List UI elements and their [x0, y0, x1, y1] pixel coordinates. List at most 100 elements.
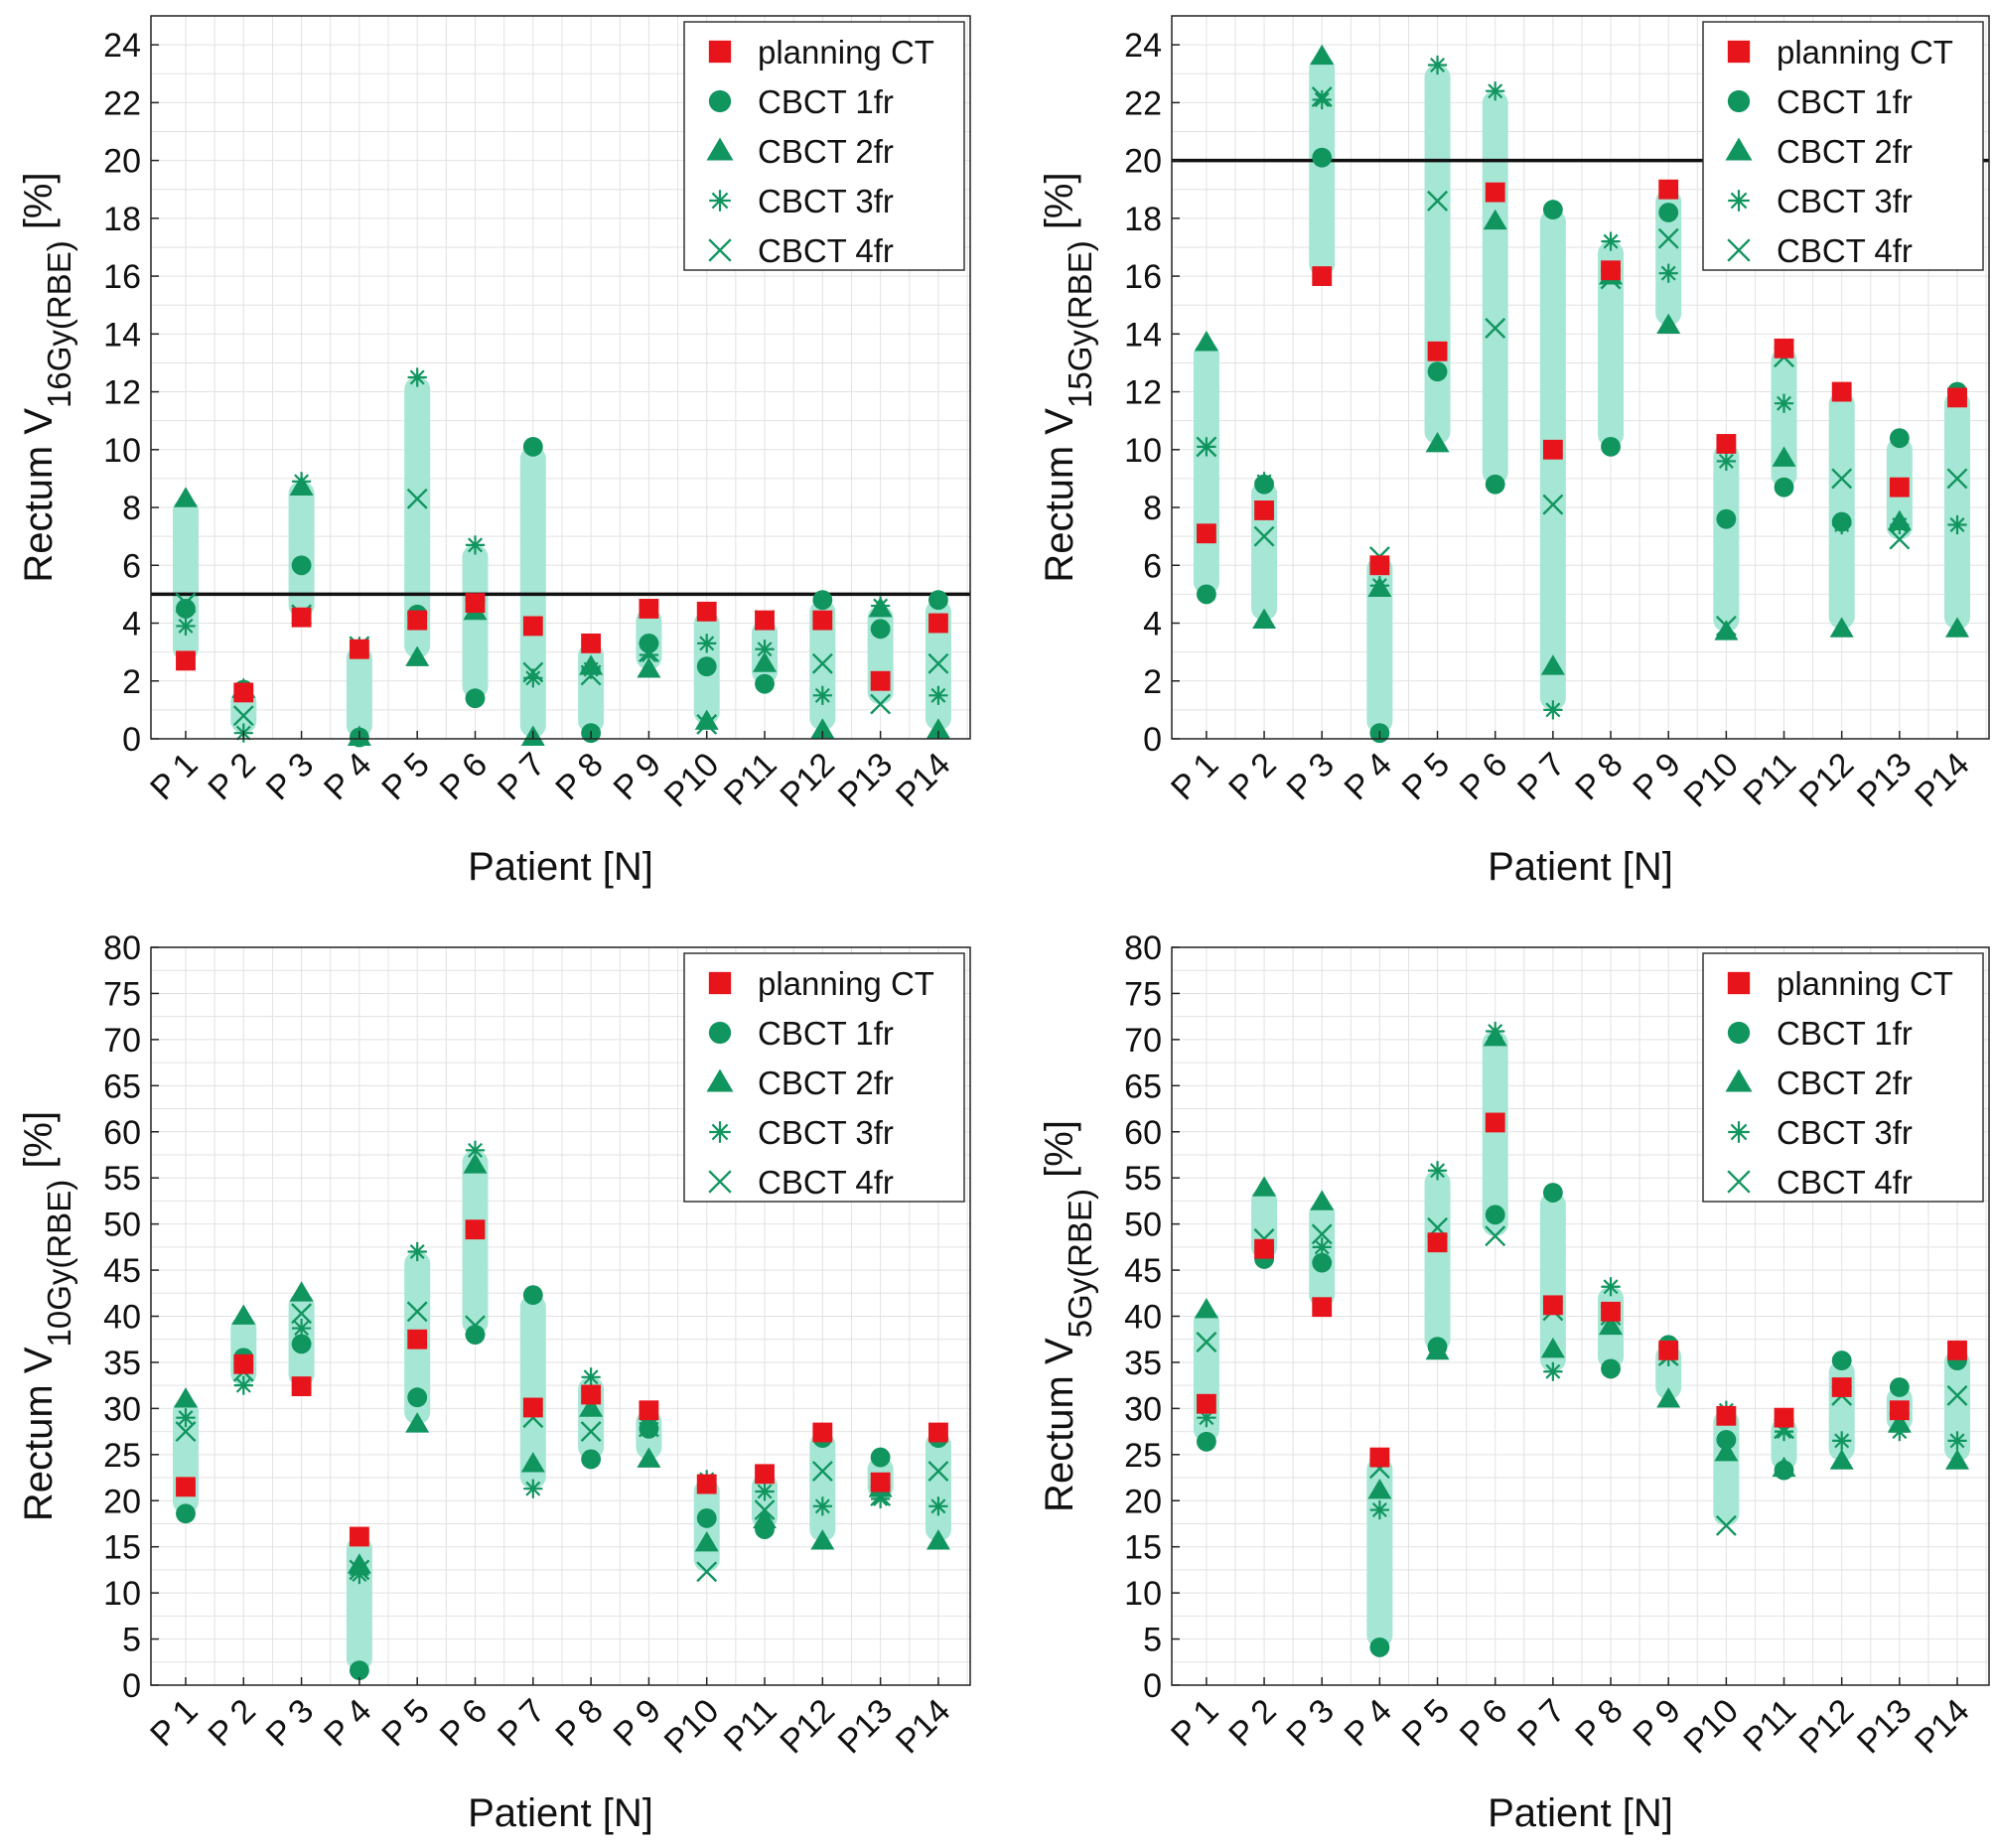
data-point: [870, 1472, 891, 1493]
data-point: [1542, 1295, 1563, 1316]
data-point: [176, 650, 196, 671]
legend-marker: [708, 40, 732, 64]
y-tick-label: 14: [1124, 316, 1162, 354]
y-tick-label: 20: [1124, 143, 1162, 181]
y-tick-label: 25: [103, 1437, 141, 1475]
legend-label: CBCT 2fr: [758, 1065, 894, 1101]
data-point: [173, 1387, 198, 1408]
data-point: [291, 1303, 313, 1325]
data-point: [1427, 1232, 1448, 1253]
data-point: [1716, 508, 1737, 529]
x-tick-label: P13: [831, 1692, 901, 1762]
legend-marker: [1727, 40, 1751, 64]
data-point: [812, 685, 832, 705]
data-point: [755, 1482, 775, 1501]
x-tick-label: P12: [1792, 1692, 1862, 1762]
data-point: [637, 657, 661, 678]
data-point: [755, 610, 775, 631]
legend-label: CBCT 1fr: [1777, 1015, 1913, 1052]
x-tick-label: P 1: [1164, 746, 1226, 808]
y-tick-label: 22: [1124, 84, 1162, 122]
y-tick-label: 16: [103, 258, 141, 296]
data-point: [926, 1529, 950, 1550]
legend-box: [683, 952, 965, 1203]
data-point: [1601, 1358, 1621, 1379]
y-tick-label: 0: [122, 721, 141, 759]
y-tick-label: 0: [122, 1667, 141, 1705]
data-point: [1774, 477, 1794, 498]
range-band: [1366, 556, 1393, 734]
y-tick-label: 70: [103, 1022, 141, 1060]
x-tick-label: P13: [1850, 746, 1920, 815]
data-point: [928, 1496, 948, 1516]
y-tick-label: 35: [1124, 1345, 1162, 1382]
data-point: [753, 1507, 778, 1529]
x-tick-label: P 4: [1338, 1692, 1400, 1755]
y-tick-label: 30: [103, 1390, 141, 1428]
legend-label: CBCT 4fr: [1777, 232, 1913, 269]
y-tick-label: 55: [103, 1160, 141, 1198]
data-point: [810, 1529, 835, 1550]
y-tick-label: 20: [103, 143, 141, 181]
legend: planning CT CBCT 1fr CBCT 2fr CBCT 3fr CBCT …: [683, 21, 965, 271]
data-point: [927, 1461, 949, 1482]
legend-label: CBCT 4fr: [758, 1164, 894, 1201]
data-point: [176, 616, 196, 637]
x-tick-label: P 8: [548, 746, 611, 808]
y-tick-label: 10: [103, 1575, 141, 1613]
legend-marker: [1727, 238, 1751, 262]
data-point: [1312, 147, 1333, 168]
data-point: [1829, 617, 1854, 638]
data-point: [1369, 576, 1389, 596]
data-point: [349, 1660, 369, 1681]
data-point: [1312, 1252, 1333, 1273]
data-point: [811, 1461, 833, 1482]
range-band: [1539, 210, 1566, 710]
data-point: [465, 1325, 486, 1345]
data-point: [696, 1561, 718, 1583]
x-tick-label: P12: [1792, 746, 1862, 815]
y-tick-label: 10: [1124, 432, 1162, 470]
data-point: [1715, 615, 1737, 637]
range-band: [1598, 241, 1625, 447]
x-tick-label: P 7: [1510, 1692, 1573, 1755]
y-tick-label: 16: [1124, 258, 1162, 296]
data-point: [754, 1499, 776, 1520]
data-point: [1889, 528, 1911, 550]
data-point: [1599, 1314, 1624, 1336]
legend-box: [683, 21, 965, 271]
x-tick-label: P14: [889, 746, 958, 815]
x-tick-label: P 5: [374, 1692, 437, 1755]
data-point: [465, 1140, 486, 1160]
range-band: [519, 446, 546, 738]
data-point: [289, 1281, 314, 1302]
x-tick-label: P 4: [317, 1692, 379, 1755]
axes-frame: [1171, 15, 1990, 740]
y-tick-label: 2: [122, 663, 141, 701]
data-point: [1427, 1161, 1448, 1181]
data-point: [1254, 500, 1274, 520]
range-band: [1944, 1350, 1971, 1462]
y-axis-label: Rectum V15Gy(RBE) [%]: [1038, 172, 1098, 582]
legend: planning CT CBCT 1fr CBCT 2fr CBCT 3fr CBCT …: [1702, 952, 1984, 1203]
data-point: [231, 1304, 256, 1325]
data-point: [1774, 1407, 1794, 1428]
data-point: [928, 1422, 948, 1443]
data-point: [1369, 1447, 1390, 1468]
y-tick-label: 12: [103, 374, 141, 412]
y-tick-label: 4: [122, 606, 141, 643]
data-point: [1832, 1431, 1852, 1451]
data-point: [350, 1564, 369, 1585]
x-tick-label: P 1: [143, 746, 206, 808]
data-point: [871, 596, 891, 616]
data-point: [1542, 200, 1563, 220]
x-tick-label: P 1: [1164, 1692, 1226, 1755]
x-tick-label: P11: [1736, 746, 1803, 813]
x-tick-label: P10: [1676, 746, 1746, 815]
data-point: [1889, 1400, 1910, 1421]
data-point: [753, 651, 778, 672]
data-point: [1601, 231, 1621, 251]
